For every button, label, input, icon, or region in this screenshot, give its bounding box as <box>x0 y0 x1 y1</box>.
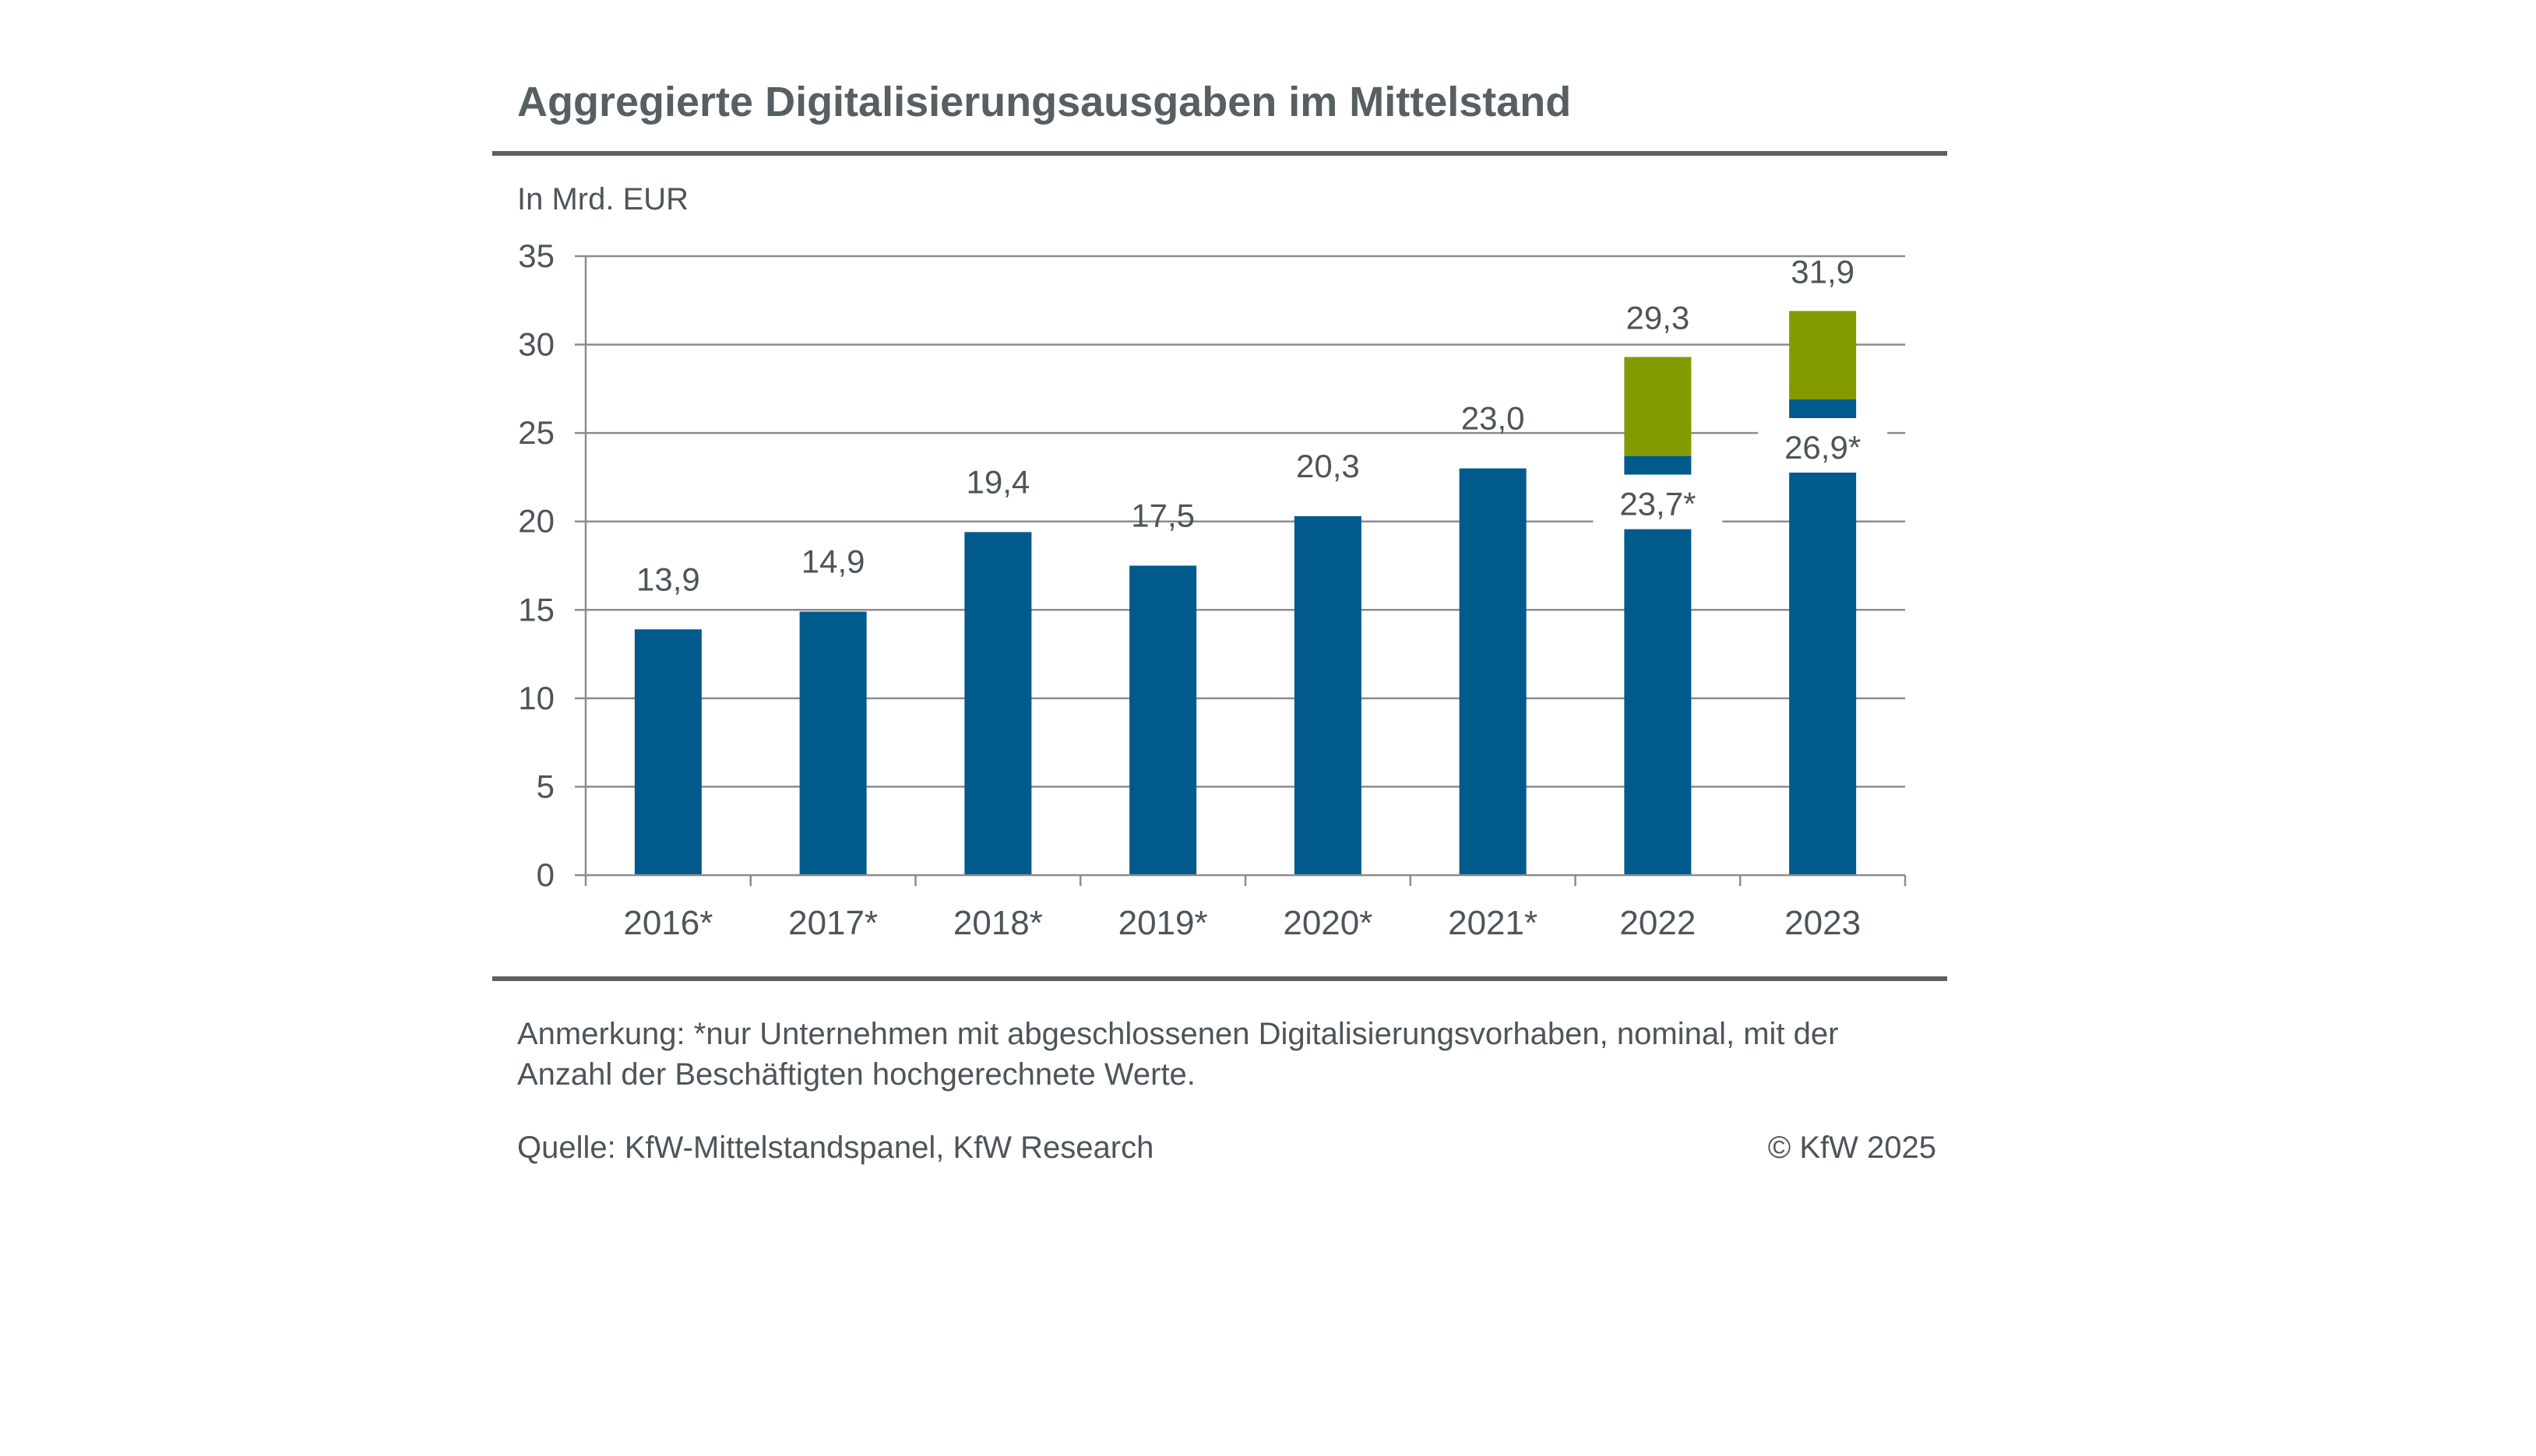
label-gap <box>1758 417 1888 473</box>
y-tick-label: 20 <box>518 503 555 540</box>
footnote: Anmerkung: *nur Unternehmen mit abgeschl… <box>517 1017 1839 1092</box>
copyright-text: © KfW 2025 <box>1767 1131 1936 1165</box>
x-tick-label: 2016* <box>623 904 713 942</box>
x-tick-label: 2017* <box>788 904 878 942</box>
y-tick-label: 10 <box>518 680 555 716</box>
bar <box>964 532 1032 875</box>
comparison-label: 26,9* <box>1784 429 1861 466</box>
bar <box>1624 529 1692 875</box>
source-text: Quelle: KfW-Mittelstandspanel, KfW Resea… <box>517 1131 1154 1165</box>
comparison-label: 23,7* <box>1619 486 1696 522</box>
label-gap <box>1593 474 1723 529</box>
x-tick-label: 2022 <box>1619 904 1696 942</box>
unit-label: In Mrd. EUR <box>517 182 689 216</box>
label-layer: 13,9 2016* 14,9 2017* 19,4 2018* 17,5 2019* 20,3… <box>623 253 1861 942</box>
bar <box>1459 468 1527 875</box>
bar <box>634 629 702 875</box>
x-tick-label: 2018* <box>953 904 1043 942</box>
value-label: 20,3 <box>1296 448 1360 484</box>
chart-title: Aggregierte Digitalisierungsausgaben im … <box>517 79 1572 125</box>
value-label: 31,9 <box>1791 253 1854 290</box>
value-label: 17,5 <box>1131 498 1195 534</box>
x-tick-label: 2021* <box>1448 904 1537 942</box>
y-tick-label: 35 <box>518 237 555 274</box>
bar <box>799 611 867 875</box>
value-label: 13,9 <box>636 561 700 597</box>
comparison-band <box>1789 399 1857 418</box>
value-label: 14,9 <box>801 543 865 580</box>
top-rule <box>492 151 1947 156</box>
y-tick-label: 0 <box>537 856 555 893</box>
value-label: 23,0 <box>1461 400 1525 437</box>
comparison-band <box>1624 455 1692 475</box>
y-tick-label: 30 <box>518 326 555 363</box>
bottom-rule <box>492 976 1947 981</box>
y-tick-label: 15 <box>518 591 555 628</box>
bar-total <box>1789 311 1857 399</box>
bar <box>1789 472 1857 875</box>
x-tick-label: 2019* <box>1118 904 1208 942</box>
y-tick-label: 25 <box>518 414 555 451</box>
value-label: 19,4 <box>967 463 1030 500</box>
value-label: 29,3 <box>1626 299 1690 336</box>
bar <box>1129 565 1197 875</box>
bar <box>1294 515 1361 875</box>
y-tick-label: 5 <box>537 768 555 804</box>
x-tick-label: 2023 <box>1784 904 1861 942</box>
x-tick-label: 2020* <box>1283 904 1372 942</box>
bar-total <box>1624 357 1692 456</box>
axis-layer: 0 5 10 15 20 25 30 35 <box>518 237 1907 893</box>
bar-layer <box>634 311 1888 875</box>
